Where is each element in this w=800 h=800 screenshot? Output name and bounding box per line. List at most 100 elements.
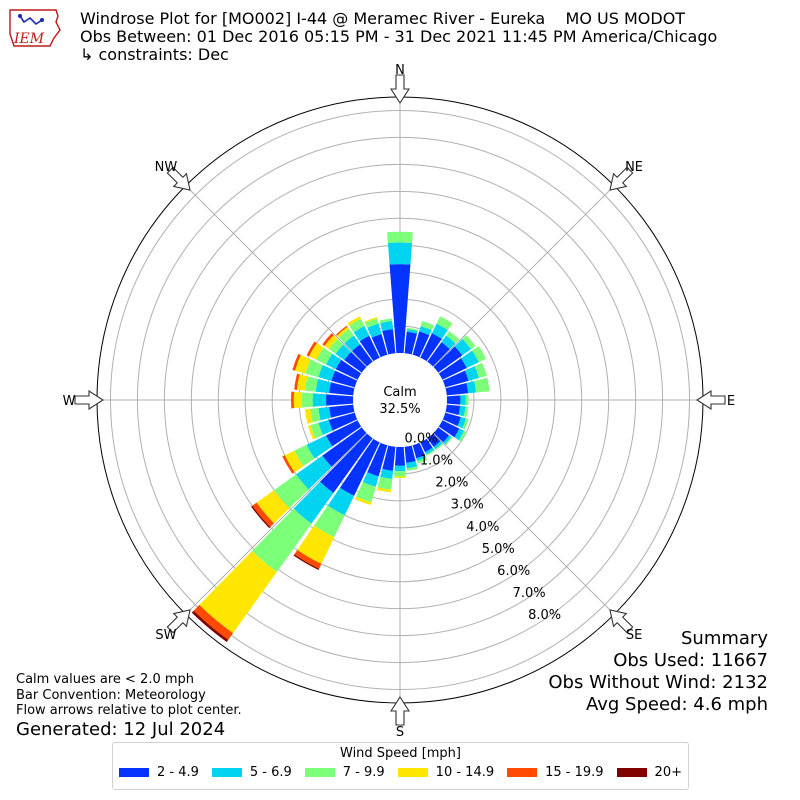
wind-wedge <box>256 490 290 524</box>
wind-wedge <box>458 405 466 417</box>
calm-circle <box>353 353 447 447</box>
wind-wedge <box>416 455 427 461</box>
wind-wedge <box>406 466 418 471</box>
wind-wedge <box>379 318 393 324</box>
wind-wedge <box>354 496 372 505</box>
wind-wedge <box>426 449 435 456</box>
wind-wedge <box>329 382 355 396</box>
wind-wedge <box>282 455 295 474</box>
wind-wedge <box>322 333 334 346</box>
wind-wedge <box>315 378 331 394</box>
wind-wedge <box>304 376 318 392</box>
wind-wedge <box>252 508 312 572</box>
wind-wedge <box>446 331 460 344</box>
wind-wedge <box>404 331 418 355</box>
direction-label: SE <box>626 628 642 643</box>
wind-wedge <box>294 549 322 569</box>
radial-tick-label: 5.0% <box>482 542 515 557</box>
wind-wedge <box>463 406 469 418</box>
wind-wedge <box>324 335 338 350</box>
legend-swatch <box>211 768 242 777</box>
iem-logo: IEM <box>6 6 62 50</box>
radial-tick-label: 0.0% <box>404 432 437 447</box>
wind-wedge <box>306 341 317 357</box>
wind-wedge <box>442 412 461 427</box>
wind-wedge <box>335 344 352 361</box>
wind-wedge <box>406 329 418 334</box>
wind-wedge <box>251 505 271 529</box>
wind-wedge <box>472 346 487 363</box>
wind-wedge <box>252 502 275 528</box>
wind-wedge <box>364 317 378 323</box>
wind-wedge <box>367 442 388 477</box>
flow-arrow-icon <box>695 389 726 411</box>
wind-wedge <box>438 358 467 380</box>
flow-arrow-icon <box>74 389 105 411</box>
spoke-gridline <box>185 185 368 368</box>
wind-wedge <box>301 392 313 408</box>
wind-wedge <box>389 264 411 354</box>
wind-wedge <box>344 335 361 352</box>
direction-label: E <box>727 394 735 409</box>
wind-wedge <box>454 428 465 441</box>
wind-wedge <box>420 333 442 362</box>
wind-wedge <box>326 394 354 406</box>
logo-text: IEM <box>14 31 45 47</box>
wind-wedge <box>193 604 234 640</box>
spoke-gridline <box>432 432 615 615</box>
wind-wedge <box>356 482 376 503</box>
wind-wedge <box>371 333 388 358</box>
wind-wedge <box>382 445 396 471</box>
wind-wedge <box>364 318 379 328</box>
radial-gridline <box>163 163 637 637</box>
flow-arrow-icon <box>389 74 411 105</box>
calm-value: 32.5% <box>379 402 420 417</box>
wind-wedge <box>433 441 443 450</box>
wind-wedge <box>362 472 379 487</box>
wind-wedge <box>394 471 406 477</box>
wind-wedge <box>310 408 321 423</box>
calm-note: Calm values are < 2.0 mph <box>16 672 195 687</box>
legend-swatch <box>304 768 335 777</box>
wind-wedge <box>349 318 365 333</box>
wind-wedge <box>433 427 450 443</box>
wind-wedge <box>291 391 295 409</box>
wind-wedge <box>466 380 477 394</box>
wind-wedge <box>199 551 277 634</box>
wind-wedge <box>424 447 435 455</box>
legend-label: 15 - 19.9 <box>545 765 604 780</box>
wind-wedge <box>387 242 413 265</box>
wind-wedge <box>464 366 480 381</box>
direction-label: NW <box>155 160 178 175</box>
wind-wedge <box>318 419 333 436</box>
wind-wedge <box>284 450 304 473</box>
wind-wedge <box>427 342 450 367</box>
wind-wedge <box>328 412 358 431</box>
legend-label: 2 - 4.9 <box>157 765 199 780</box>
legend-swatch <box>119 768 149 777</box>
wind-wedge <box>445 436 453 446</box>
wind-wedge <box>382 329 396 355</box>
wind-wedge <box>191 610 229 642</box>
direction-label: NE <box>625 160 643 175</box>
radial-tick-label: 7.0% <box>513 586 546 601</box>
radial-gridline <box>109 109 691 691</box>
title-line-3: ↳ constraints: Dec <box>80 45 229 64</box>
wind-wedge <box>454 338 472 356</box>
wind-wedge <box>462 335 476 350</box>
radial-tick-label: 3.0% <box>451 498 484 513</box>
title-line-1: Windrose Plot for [MO002] I-44 @ Meramec… <box>80 9 686 28</box>
direction-label: W <box>63 394 76 409</box>
wind-wedge <box>297 525 335 564</box>
legend-item: 15 - 19.9 <box>507 765 604 780</box>
legend-items: 2 - 4.9 5 - 6.9 7 - 9.9 10 - 14.9 15 - 19.9 2… <box>113 761 688 780</box>
chart-title: Windrose Plot for [MO002] I-44 @ Meramec… <box>80 10 717 64</box>
obs-without-wind: Obs Without Wind: 2132 <box>548 672 768 693</box>
wind-wedge <box>322 427 367 467</box>
wind-wedge <box>461 350 479 369</box>
direction-label: S <box>396 725 404 740</box>
wind-wedge <box>435 443 444 451</box>
spoke-gridline <box>185 432 368 615</box>
wind-wedge <box>296 374 308 391</box>
